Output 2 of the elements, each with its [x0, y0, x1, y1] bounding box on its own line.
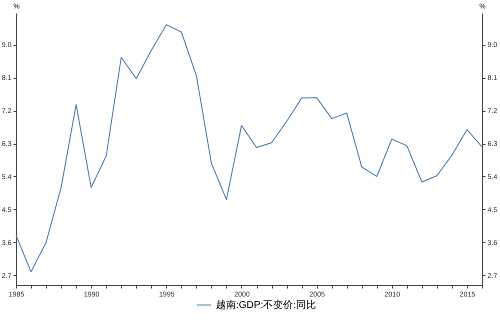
- legend-label: 越南:GDP:不变价:同比: [216, 299, 316, 311]
- line-series: [16, 24, 482, 272]
